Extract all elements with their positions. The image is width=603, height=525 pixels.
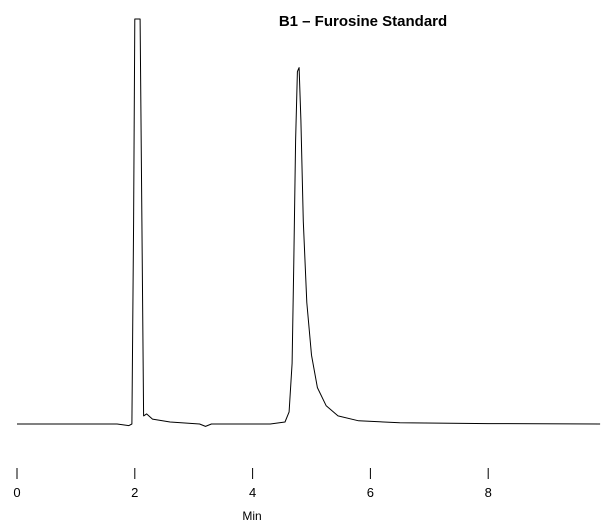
x-tick-label: 0 (13, 485, 20, 500)
x-axis-label: Min (242, 509, 261, 523)
x-tick-label: 4 (249, 485, 256, 500)
x-tick-label: 6 (367, 485, 374, 500)
plot-area (17, 18, 601, 427)
chromatogram-trace (17, 18, 601, 427)
x-tick-label: 2 (131, 485, 138, 500)
x-axis: 0 2 4 6 8 (13, 468, 492, 500)
chart-title: B1 – Furosine Standard (279, 13, 447, 30)
x-tick-label: 8 (485, 485, 492, 500)
